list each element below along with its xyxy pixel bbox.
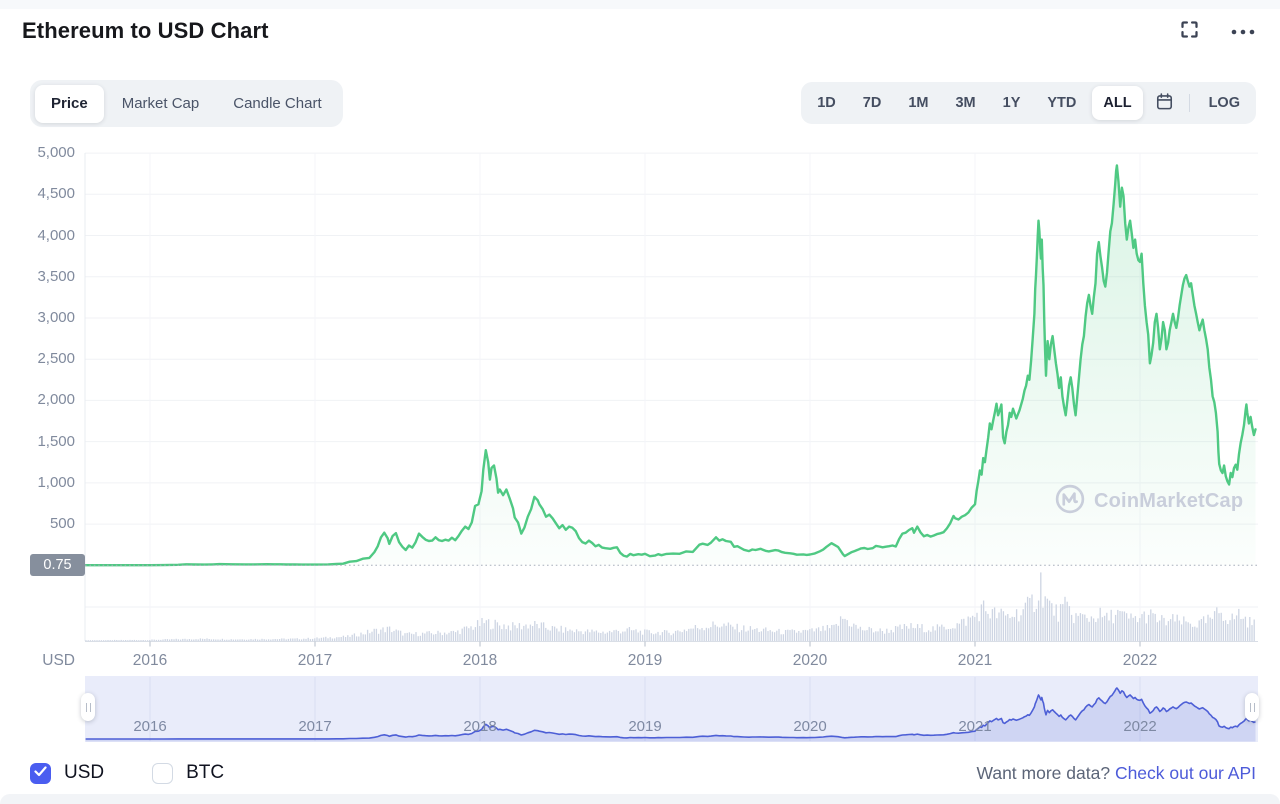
- navigator-tick-label: 2022: [1123, 718, 1157, 735]
- y-axis-tick-label: 2,000: [37, 391, 75, 409]
- tab-price[interactable]: Price: [35, 84, 104, 123]
- x-axis-tick-label: 2016: [132, 652, 168, 669]
- y-axis-tick-label: 4,000: [37, 226, 75, 244]
- chart-header: Ethereum to USD Chart: [22, 14, 1258, 48]
- x-axis-tick-label: 2017: [297, 652, 333, 669]
- y-axis-unit-label: USD: [42, 652, 75, 669]
- range-1y[interactable]: 1Y: [992, 86, 1032, 120]
- x-axis-tick-label: 2021: [957, 652, 993, 669]
- check-icon: [34, 764, 47, 782]
- y-axis-tick-label: 3,000: [37, 308, 75, 326]
- x-axis-tick-label: 2022: [1122, 652, 1158, 669]
- y-axis-tick-label: 4,500: [37, 185, 75, 203]
- tab-candle-chart[interactable]: Candle Chart: [217, 85, 337, 123]
- calendar-icon: [1155, 92, 1174, 115]
- x-axis-tick-label: 2019: [627, 652, 663, 669]
- currency-toggles: USD BTC: [30, 762, 224, 784]
- y-axis-tick-label: 1,000: [37, 473, 75, 491]
- range-3m[interactable]: 3M: [944, 86, 986, 120]
- y-axis-tick-label: 5,000: [37, 144, 75, 162]
- chart-type-tabs: Price Market Cap Candle Chart: [30, 80, 343, 127]
- page-title: Ethereum to USD Chart: [22, 18, 269, 43]
- y-axis-tick-label: 500: [49, 515, 75, 533]
- chart-footer: USD BTC Want more data? Check out our AP…: [0, 752, 1280, 794]
- more-data-text: Want more data? Check out our API: [976, 763, 1256, 784]
- navigator-left-handle[interactable]: [81, 693, 95, 721]
- date-picker-button[interactable]: [1148, 86, 1181, 120]
- coinmarketcap-logo-icon: [1054, 483, 1086, 520]
- y-axis-tick-label: 1,500: [37, 432, 75, 450]
- navigator-tick-label: 2017: [298, 718, 332, 735]
- x-axis: [85, 641, 1258, 647]
- navigator-line: [85, 687, 1256, 740]
- fullscreen-icon: [1179, 19, 1200, 43]
- range-all[interactable]: ALL: [1092, 86, 1143, 120]
- log-scale-button[interactable]: LOG: [1198, 86, 1251, 120]
- price-chart-canvas[interactable]: [0, 140, 1280, 746]
- more-options-button[interactable]: [1228, 22, 1258, 41]
- navigator[interactable]: [85, 676, 1258, 742]
- usd-toggle[interactable]: USD: [30, 762, 104, 784]
- time-range-group: 1D 7D 1M 3M 1Y YTD ALL LOG: [801, 82, 1256, 124]
- coinmarketcap-watermark: CoinMarketCap: [1054, 483, 1243, 520]
- range-divider: [1188, 94, 1190, 112]
- api-link[interactable]: Check out our API: [1114, 762, 1256, 783]
- range-1m[interactable]: 1M: [897, 86, 939, 120]
- want-more-data-label: Want more data?: [976, 762, 1111, 783]
- x-axis-tick-label: 2018: [462, 652, 498, 669]
- current-price-badge: 0.75: [30, 554, 85, 576]
- x-axis-tick-label: 2020: [792, 652, 828, 669]
- navigator-tick-label: 2018: [463, 718, 497, 735]
- navigator-tick-label: 2016: [133, 718, 167, 735]
- usd-checkbox[interactable]: [30, 762, 51, 784]
- top-divider: [0, 0, 1280, 9]
- range-ytd[interactable]: YTD: [1036, 86, 1087, 120]
- ellipsis-icon: [1230, 24, 1256, 39]
- navigator-tick-label: 2021: [958, 718, 992, 735]
- navigator-area: [85, 688, 1256, 742]
- navigator-right-handle[interactable]: [1245, 693, 1259, 721]
- range-1d[interactable]: 1D: [806, 86, 847, 120]
- btc-toggle[interactable]: BTC: [152, 762, 224, 784]
- navigator-tick-label: 2019: [628, 718, 662, 735]
- usd-label: USD: [64, 762, 105, 783]
- y-axis-tick-label: 3,500: [37, 267, 75, 285]
- fullscreen-button[interactable]: [1177, 17, 1202, 45]
- navigator-tick-label: 2020: [793, 718, 827, 735]
- header-actions: [1177, 17, 1258, 45]
- chart-controls: Price Market Cap Candle Chart 1D 7D 1M 3…: [0, 80, 1280, 127]
- volume-bars: [85, 572, 1255, 641]
- price-chart: 5,000 4,500 4,000 3,500 3,000 2,500 2,000 1,500…: [0, 140, 1280, 746]
- y-axis-tick-label: 2,500: [37, 350, 75, 368]
- watermark-text: CoinMarketCap: [1094, 490, 1244, 512]
- range-7d[interactable]: 7D: [852, 86, 893, 120]
- btc-checkbox[interactable]: [152, 762, 174, 784]
- btc-label: BTC: [186, 762, 225, 783]
- next-section-edge: [0, 794, 1280, 804]
- tab-market-cap[interactable]: Market Cap: [106, 85, 216, 123]
- price-series: [84, 164, 1257, 567]
